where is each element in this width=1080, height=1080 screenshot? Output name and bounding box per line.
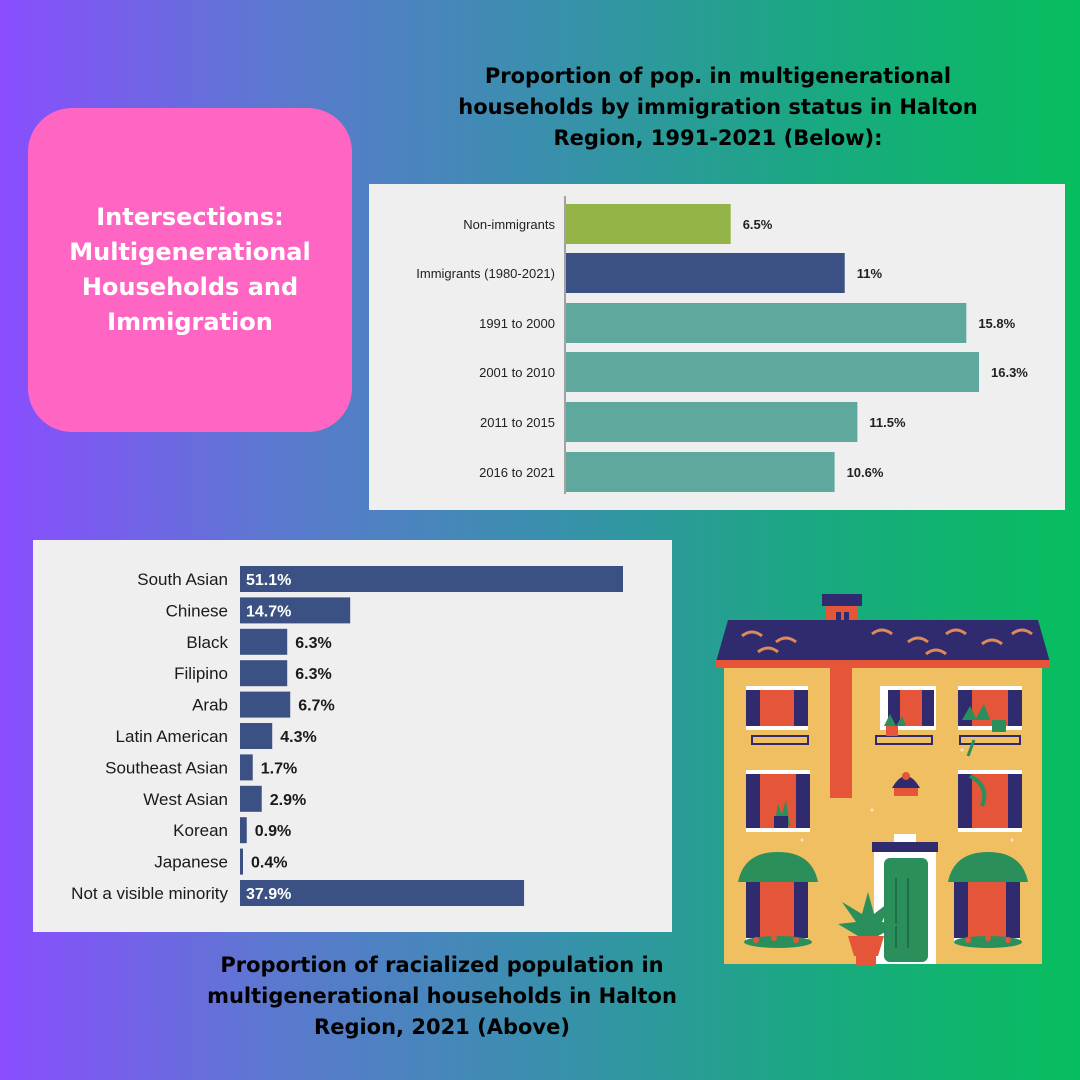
chart1-value-label: 15.8%	[978, 316, 1015, 331]
front-door	[872, 842, 938, 964]
chart2-category-label: Latin American	[116, 727, 228, 746]
top-chart-caption: Proportion of pop. in multigenerational …	[458, 64, 978, 150]
middle-windows	[746, 770, 1022, 832]
chart2-category-label: Arab	[192, 696, 228, 715]
roof	[716, 620, 1050, 662]
chart2-bar	[240, 785, 262, 812]
chart2-value-label: 4.3%	[280, 729, 316, 746]
chart2-category-label: Korean	[173, 821, 228, 840]
chart2-value-label: 6.7%	[298, 698, 334, 715]
lower-windows	[738, 852, 1028, 942]
wall-lamp	[892, 776, 920, 788]
chart1-value-label: 16.3%	[991, 365, 1028, 380]
chart2-value-label: 51.1%	[246, 572, 291, 589]
infographic-title: Intersections: Multigenerational Househo…	[69, 203, 311, 336]
chart2-value-label: 6.3%	[295, 635, 331, 652]
chart2-category-label: Not a visible minority	[71, 884, 228, 903]
chart2-bar	[240, 880, 525, 906]
chart1-value-label: 11%	[857, 266, 883, 281]
chart1-bar	[566, 303, 967, 343]
chart2-value-label: 1.7%	[261, 760, 297, 777]
chart2-category-label: Chinese	[166, 601, 228, 620]
chimney-cap	[822, 594, 862, 606]
drain-pipe	[830, 668, 852, 798]
chart2-value-label: 0.4%	[251, 855, 287, 872]
title-card: Intersections: Multigenerational Househo…	[28, 108, 352, 432]
racialized-bar-chart: South Asian 51.1% Chinese 14.7% Black 6.3% Fil…	[71, 566, 623, 906]
chart2-category-label: Japanese	[154, 853, 228, 872]
chart2-bar	[240, 848, 243, 875]
chart2-bar	[240, 566, 623, 592]
chart2-category-label: Filipino	[174, 664, 228, 683]
chart2-category-label: South Asian	[137, 570, 228, 589]
chart1-category-label: Non-immigrants	[463, 217, 555, 232]
chart2-category-label: West Asian	[143, 790, 228, 809]
house-illustration	[716, 594, 1050, 966]
chart2-bar	[240, 817, 247, 844]
chart1-category-label: 2016 to 2021	[479, 465, 555, 480]
bottom-chart-caption: Proportion of racialized population in m…	[207, 953, 677, 1039]
chart1-value-label: 11.5%	[869, 415, 906, 430]
chart2-bar	[240, 660, 288, 687]
chart1-bar	[566, 253, 845, 293]
balcony-plants	[884, 704, 1006, 757]
chart2-value-label: 6.3%	[295, 666, 331, 683]
chart1-bar	[566, 452, 835, 492]
immigration-chart-panel: Non-immigrants 6.5% Immigrants (1980-2021)…	[369, 184, 1065, 510]
top-windows	[746, 686, 1022, 730]
chart1-value-label: 10.6%	[847, 465, 884, 480]
chart1-value-label: 6.5%	[743, 217, 773, 232]
chart1-category-label: 2011 to 2015	[480, 415, 555, 430]
chart1-bar	[566, 402, 858, 442]
chart2-value-label: 37.9%	[246, 886, 291, 903]
chart2-bar	[240, 628, 288, 655]
chart1-bar	[566, 352, 979, 392]
chart2-bar	[240, 754, 253, 781]
immigration-bar-chart: Non-immigrants 6.5% Immigrants (1980-2021)…	[416, 196, 1028, 494]
chart1-category-label: 2001 to 2010	[479, 365, 555, 380]
potted-plant	[838, 892, 900, 966]
chart2-bar	[240, 691, 291, 718]
racialized-chart-panel: South Asian 51.1% Chinese 14.7% Black 6.3% Fil…	[33, 540, 672, 932]
chart2-value-label: 0.9%	[255, 823, 291, 840]
chart2-value-label: 14.7%	[246, 603, 291, 620]
chart2-category-label: Southeast Asian	[105, 758, 228, 777]
chart2-bar	[240, 723, 273, 749]
chart2-value-label: 2.9%	[270, 792, 306, 809]
chart1-category-label: Immigrants (1980-2021)	[416, 266, 555, 281]
chart2-category-label: Black	[186, 633, 228, 652]
chart1-category-label: 1991 to 2000	[479, 316, 555, 331]
chart1-bar	[566, 204, 731, 244]
chart2-bar	[240, 597, 351, 624]
